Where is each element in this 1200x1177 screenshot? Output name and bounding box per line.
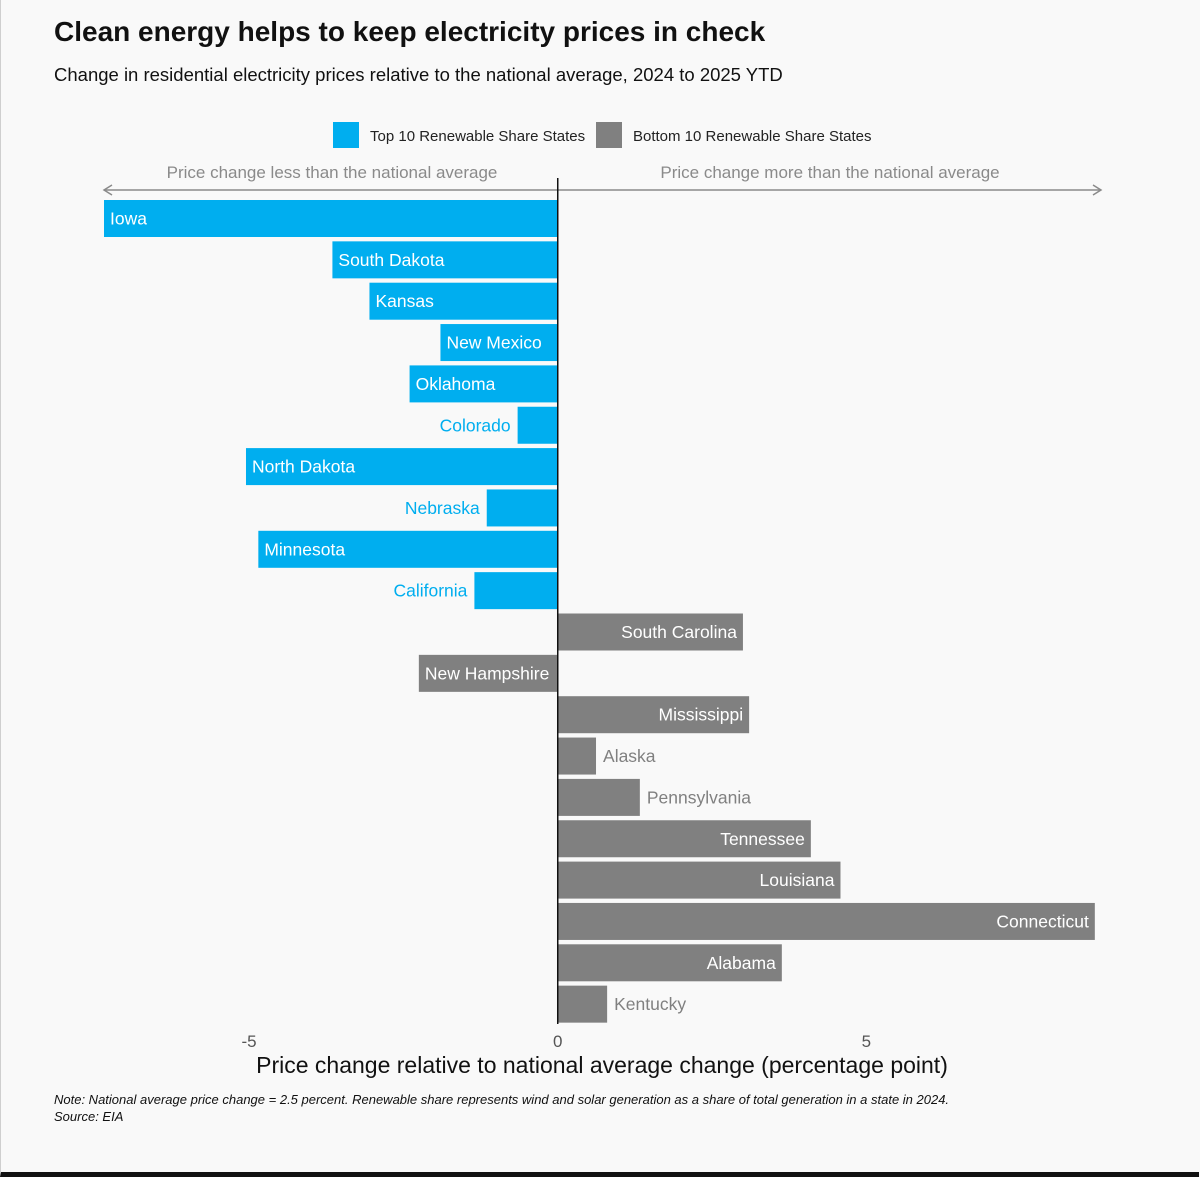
bar-tennessee xyxy=(557,820,811,858)
direction-indicator: Price change less than the national aver… xyxy=(102,163,1103,196)
x-tick-label: 0 xyxy=(553,1032,562,1051)
direction-label-right: Price change more than the national aver… xyxy=(660,163,999,182)
bar-louisiana xyxy=(557,861,841,899)
bar-label-south-carolina: South Carolina xyxy=(621,622,737,642)
bar-label-tennessee: Tennessee xyxy=(720,829,805,849)
direction-label-left: Price change less than the national aver… xyxy=(167,163,498,182)
bar-mississippi xyxy=(557,696,750,734)
chart-title: Clean energy helps to keep electricity p… xyxy=(54,16,766,47)
bar-connecticut xyxy=(557,902,1095,940)
bar-label-kansas: Kansas xyxy=(375,291,434,311)
legend-swatch-top10 xyxy=(333,122,359,148)
bar-nebraska xyxy=(486,489,558,527)
x-tick-label: -5 xyxy=(242,1032,257,1051)
bar-south-dakota xyxy=(332,241,558,279)
chart-subtitle: Change in residential electricity prices… xyxy=(54,64,783,85)
legend-label-bottom10: Bottom 10 Renewable Share States xyxy=(633,128,871,145)
legend-swatch-bottom10 xyxy=(596,122,622,148)
bar-kentucky xyxy=(557,985,608,1023)
bar-label-alaska: Alaska xyxy=(603,746,656,766)
bar-new-mexico xyxy=(440,324,558,362)
bar-label-colorado: Colorado xyxy=(440,415,511,435)
bar-label-kentucky: Kentucky xyxy=(614,994,686,1014)
bar-alaska xyxy=(557,737,597,775)
bar-california xyxy=(474,572,558,610)
bar-oklahoma xyxy=(409,365,558,403)
bar-label-pennsylvania: Pennsylvania xyxy=(647,787,751,807)
bar-kansas xyxy=(369,282,558,320)
bar-label-south-dakota: South Dakota xyxy=(338,250,444,270)
bar-pennsylvania xyxy=(557,778,640,816)
bar-label-minnesota: Minnesota xyxy=(264,539,345,559)
bar-alabama xyxy=(557,944,782,982)
x-axis-title: Price change relative to national averag… xyxy=(256,1052,948,1078)
bar-north-dakota xyxy=(245,448,558,486)
footnote-source: Source: EIA xyxy=(54,1109,124,1124)
bar-label-iowa: Iowa xyxy=(110,209,147,229)
x-axis: -5 0 5 xyxy=(242,1032,872,1051)
footnote: Note: National average price change = 2.… xyxy=(54,1091,949,1125)
arrow-left-icon xyxy=(102,184,113,196)
bar-minnesota xyxy=(258,530,558,568)
bar-label-louisiana: Louisiana xyxy=(760,870,835,890)
footnote-note: Note: National average price change = 2.… xyxy=(54,1092,950,1107)
bar-label-oklahoma: Oklahoma xyxy=(416,374,496,394)
bar-new-hampshire xyxy=(418,654,558,692)
bar-colorado xyxy=(517,406,558,444)
x-tick-label: 5 xyxy=(862,1032,871,1051)
bar-south-carolina xyxy=(557,613,743,651)
bar-label-mississippi: Mississippi xyxy=(659,705,744,725)
bar-label-new-hampshire: New Hampshire xyxy=(425,663,549,683)
bars: Iowa South Dakota Kansas New Mexico Oklahoma… xyxy=(104,200,1095,1023)
bar-label-north-dakota: North Dakota xyxy=(252,457,355,477)
bar-label-nebraska: Nebraska xyxy=(405,498,480,518)
legend-label-top10: Top 10 Renewable Share States xyxy=(370,128,585,145)
bar-label-alabama: Alabama xyxy=(707,953,776,973)
bar-label-california: California xyxy=(393,581,467,601)
bar-label-connecticut: Connecticut xyxy=(996,911,1089,931)
legend: Top 10 Renewable Share States Bottom 10 … xyxy=(333,122,871,148)
arrow-right-icon xyxy=(1092,184,1103,196)
bar-label-new-mexico: New Mexico xyxy=(446,333,541,353)
bar-iowa xyxy=(104,200,558,237)
